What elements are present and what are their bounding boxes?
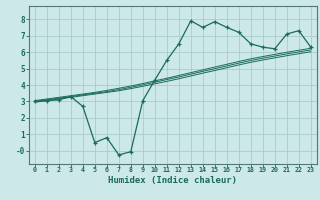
- X-axis label: Humidex (Indice chaleur): Humidex (Indice chaleur): [108, 176, 237, 185]
